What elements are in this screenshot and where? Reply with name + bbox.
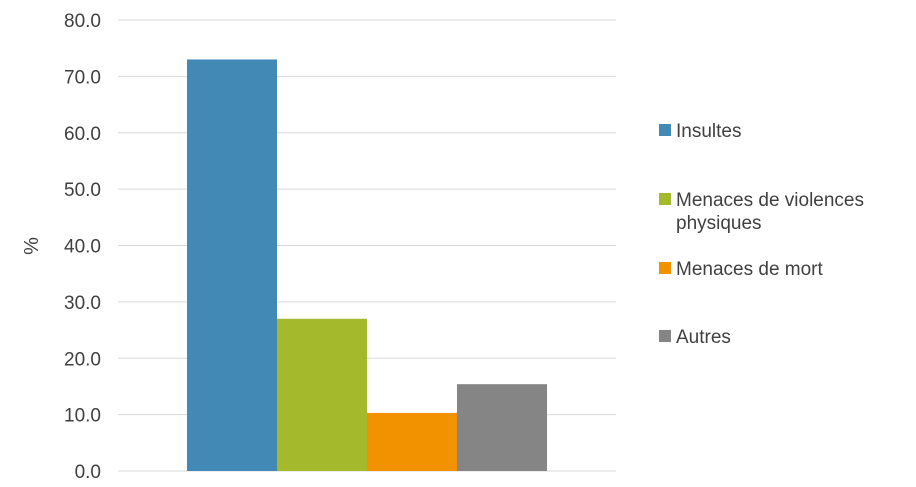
y-tick-label: 0.0 xyxy=(75,462,101,482)
bar-menaces-de-mort xyxy=(367,412,457,471)
legend: Insultes Menaces de violences physiques Men… xyxy=(659,121,864,348)
bars xyxy=(187,59,547,472)
y-tick-labels: 0.0 10.0 20.0 30.0 40.0 50.0 60.0 70.0 80.0 xyxy=(64,11,101,483)
legend-label: Menaces de violences physiques xyxy=(676,190,864,234)
y-tick-label: 10.0 xyxy=(64,406,101,427)
y-axis-title: % xyxy=(21,237,43,255)
y-tick-label: 40.0 xyxy=(64,237,101,258)
y-tick-label: 70.0 xyxy=(64,67,101,88)
legend-swatch xyxy=(659,193,671,205)
y-tick-label: 50.0 xyxy=(64,180,101,201)
legend-swatch xyxy=(659,124,671,136)
y-tick-label: 30.0 xyxy=(64,293,101,314)
y-tick-label: 20.0 xyxy=(64,349,101,370)
bar-insultes xyxy=(187,59,277,472)
legend-label: Menaces de mort xyxy=(676,259,824,280)
legend-swatch xyxy=(659,262,671,274)
bar-menaces-de-violences-physiques xyxy=(277,318,367,471)
legend-label: Autres xyxy=(676,327,731,348)
legend-label: Insultes xyxy=(676,121,741,142)
bar-autres xyxy=(457,384,547,471)
y-tick-label: 80.0 xyxy=(64,11,101,32)
legend-swatch xyxy=(659,330,671,342)
y-tick-label: 60.0 xyxy=(64,124,101,145)
